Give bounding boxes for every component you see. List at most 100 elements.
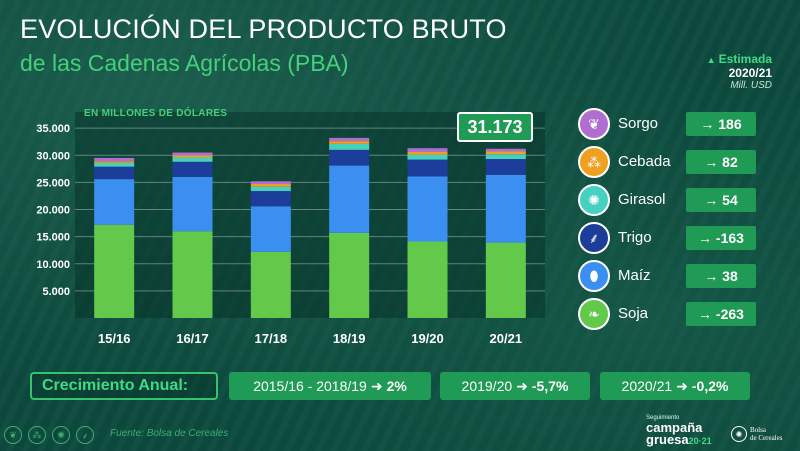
bar-segment-trigo [172, 161, 213, 177]
bar-segment-trigo [250, 191, 291, 207]
estimate-header: ▲ Estimada 2020/21 Mill. USD [672, 52, 772, 91]
page-title: EVOLUCIÓN DEL PRODUCTO BRUTO [20, 14, 507, 44]
legend-label: Girasol [618, 191, 666, 208]
bar-segment-trigo [329, 149, 370, 166]
brand-line1: campaña [646, 420, 703, 435]
unit-label: EN MILLONES DE DÓLARES [84, 108, 228, 119]
bar-segment-cebada [407, 152, 448, 155]
bar-segment-girasol [94, 162, 135, 167]
legend-label: Maíz [618, 267, 651, 284]
bar-segment-soja [329, 232, 370, 318]
bar-segment-sorgo [172, 152, 213, 156]
y-tick-label: 20.000 [36, 205, 70, 217]
legend-value: → 38 [686, 264, 756, 288]
bar-segment-sorgo [250, 181, 291, 185]
maiz-icon: ⬮ [578, 260, 610, 292]
growth-value: -5,7% [531, 378, 569, 394]
source-note: Fuente: Bolsa de Cereales [110, 428, 229, 439]
x-tick-label: 19/20 [411, 331, 444, 346]
bar-segment-girasol [485, 154, 526, 160]
bar-segment-trigo [407, 159, 448, 177]
bar-chart: 5.000 10.000 15.000 20.000 25.000 30.000 35.00… [36, 112, 545, 346]
bar-segment-soja [250, 251, 291, 318]
sorgo-icon: ❦ [578, 108, 610, 140]
bar-segment-maíz [94, 179, 135, 225]
triangle-icon: ▲ [706, 55, 716, 65]
legend-value: → 82 [686, 150, 756, 174]
x-tick-label: 16/17 [176, 331, 209, 346]
arrow-right-icon: ➜ [676, 378, 688, 394]
bar-segment-maíz [329, 165, 370, 233]
bar-segment-trigo [94, 166, 135, 180]
brand-year: 20·21 [688, 436, 712, 446]
total-value-box: 31.173 [457, 112, 533, 142]
legend-item-maíz: ⬮ Maíz → 38 [578, 260, 778, 296]
brand-line2: gruesa [646, 432, 689, 447]
estimate-label: Estimada [718, 52, 772, 66]
girasol-icon: ✺ [578, 184, 610, 216]
bar-segment-girasol [407, 154, 448, 160]
bar-segment-cebada [250, 184, 291, 187]
growth-period: 2020/21 [621, 378, 673, 394]
y-tick-label: 10.000 [36, 259, 70, 271]
growth-label: Crecimiento Anual: [30, 372, 218, 400]
legend-value: → 186 [686, 112, 756, 136]
bar-segment-sorgo [407, 148, 448, 153]
legend-label: Trigo [618, 229, 652, 246]
arrow-right-icon: ➜ [370, 378, 383, 394]
legend-item-girasol: ✺ Girasol → 54 [578, 184, 778, 220]
growth-period: 2019/20 [461, 378, 513, 394]
estimate-unit: Mill. USD [730, 80, 772, 91]
x-tick-label: 17/18 [255, 331, 288, 346]
bar-segment-maíz [250, 206, 291, 252]
bar-segment-trigo [485, 159, 526, 175]
campaign-brand: Seguimiento campaña gruesa20·21 [646, 414, 712, 447]
y-tick-label: 30.000 [36, 150, 70, 162]
legend-item-sorgo: ❦ Sorgo → 186 [578, 108, 778, 144]
growth-box: 2019/20 ➜ -5,7% [440, 372, 590, 400]
legend-value: → -263 [686, 302, 756, 326]
bar-segment-cebada [485, 151, 526, 155]
arrow-right-icon: ➜ [516, 378, 528, 394]
estimate-period: 2020/21 [728, 66, 772, 80]
bar-segment-girasol [329, 143, 370, 150]
footer-icon-3: ✺ [52, 426, 70, 444]
bar-segment-sorgo [94, 157, 135, 162]
y-tick-label: 25.000 [36, 177, 70, 189]
growth-box: 2015/16 - 2018/19 ➜ 2% [229, 372, 431, 400]
bar-segment-cebada [329, 141, 370, 144]
page-subtitle: de las Cadenas Agrícolas (PBA) [20, 50, 349, 76]
bar-segment-girasol [250, 186, 291, 192]
cebada-icon: ⁂ [578, 146, 610, 178]
y-tick-label: 35.000 [36, 123, 70, 135]
bar-segment-sorgo [485, 148, 526, 152]
growth-value: -0,2% [691, 378, 729, 394]
footer-icon-2: ⁂ [28, 426, 46, 444]
y-tick-label: 5.000 [42, 286, 70, 298]
legend-value: → -163 [686, 226, 756, 250]
bar-segment-cebada [94, 161, 135, 163]
footer-icon-1: ❦ [4, 426, 22, 444]
leaf-icon: ❦ [9, 429, 17, 440]
legend-item-cebada: ⁂ Cebada → 82 [578, 146, 778, 182]
bar-segment-maíz [172, 176, 213, 232]
bolsa-line2: de Cereales [750, 434, 783, 442]
y-tick-label: 15.000 [36, 232, 70, 244]
bolsa-line1: Bolsa [750, 426, 766, 434]
trigo-icon: ⸙ [578, 222, 610, 254]
bar-segment-soja [407, 241, 448, 318]
growth-period: 2015/16 - 2018/19 [253, 378, 367, 394]
legend-label: Sorgo [618, 115, 659, 132]
x-tick-label: 20/21 [490, 331, 523, 346]
x-tick-label: 15/16 [98, 331, 131, 346]
legend-label: Cebada [618, 153, 671, 170]
growth-box: 2020/21 ➜ -0,2% [600, 372, 750, 400]
legend-item-soja: ❧ Soja → -263 [578, 298, 778, 334]
bar-segment-soja [172, 231, 213, 318]
footer-icon-4: ⸙ [76, 426, 94, 444]
brand-small-text: Seguimiento [646, 415, 680, 421]
bar-segment-soja [485, 242, 526, 318]
growth-value: 2% [386, 378, 407, 394]
bolsa-logo-icon: ✺ [731, 426, 747, 442]
sprout-icon: ⁂ [32, 429, 42, 440]
